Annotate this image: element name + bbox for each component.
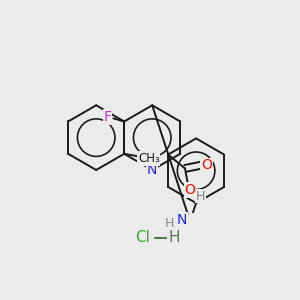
Text: N: N xyxy=(177,213,188,227)
Text: H: H xyxy=(196,190,205,203)
Text: Cl: Cl xyxy=(136,230,150,245)
Text: H: H xyxy=(168,230,179,245)
Text: CH₃: CH₃ xyxy=(138,152,160,165)
Text: H: H xyxy=(165,218,175,230)
Text: O: O xyxy=(184,183,195,197)
Text: F: F xyxy=(103,110,111,124)
Text: O: O xyxy=(201,158,212,172)
Text: N: N xyxy=(147,163,158,177)
